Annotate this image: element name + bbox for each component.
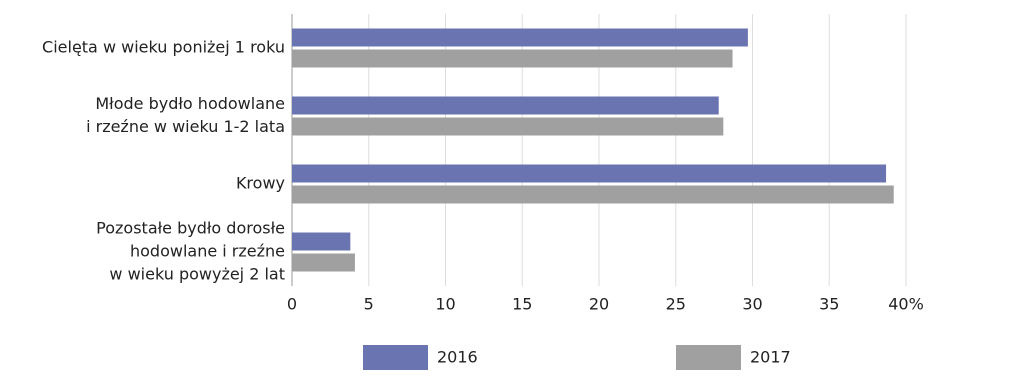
y-tick-label: Krowy [236, 174, 285, 193]
x-tick-label: 35 [819, 295, 839, 314]
y-tick-label: i rzeźne w wieku 1-2 lata [86, 117, 285, 136]
legend-swatch [363, 345, 428, 370]
bar [292, 28, 748, 47]
bar [292, 96, 719, 115]
x-tick-label: 30 [742, 295, 762, 314]
y-tick-label: Pozostałe bydło dorosłe [96, 219, 285, 238]
bar [292, 253, 355, 272]
bar [292, 49, 733, 68]
bar [292, 185, 894, 204]
legend-swatch [676, 345, 741, 370]
bar [292, 117, 724, 136]
legend-label: 2016 [437, 348, 478, 367]
y-tick-label: hodowlane i rzeźne [130, 242, 285, 261]
bar [292, 232, 351, 251]
y-tick-label: w wieku powyżej 2 lat [109, 265, 285, 284]
x-tick-label: 25 [666, 295, 686, 314]
y-tick-label: Cielęta w wieku poniżej 1 roku [42, 38, 285, 57]
legend-label: 2017 [750, 348, 791, 367]
x-tick-label: 20 [589, 295, 609, 314]
bar [292, 164, 887, 183]
x-tick-label: 5 [364, 295, 374, 314]
x-tick-label: 15 [512, 295, 532, 314]
x-tick-label: 10 [435, 295, 455, 314]
x-tick-label: 0 [287, 295, 297, 314]
y-tick-label: Młode bydło hodowlane [95, 94, 285, 113]
x-tick-label: 40% [888, 295, 924, 314]
